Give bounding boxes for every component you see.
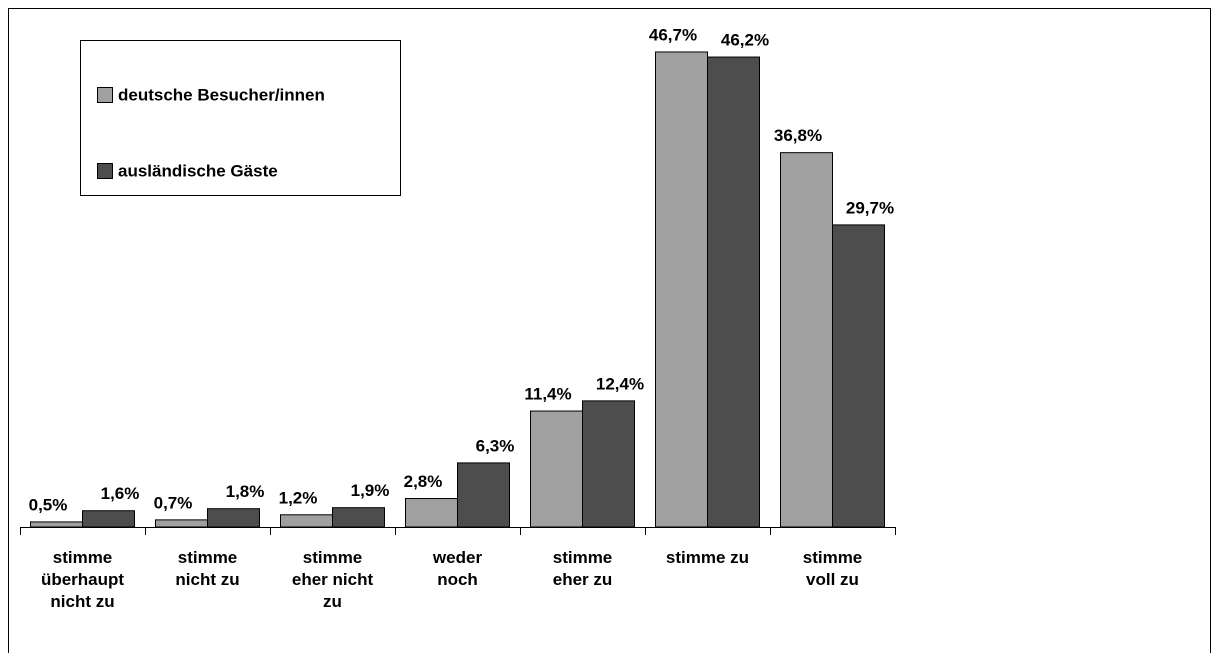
x-tick-label: stimme nicht zu: [175, 548, 240, 589]
value-label: 1,8%: [226, 482, 265, 501]
legend-swatch: [97, 87, 113, 103]
value-label: 0,5%: [29, 495, 68, 514]
bar: [832, 224, 885, 528]
x-tick-label: weder noch: [432, 548, 483, 589]
bar: [457, 462, 510, 528]
frame: [8, 8, 1211, 653]
value-label: 46,2%: [721, 31, 769, 50]
bar: [30, 521, 83, 528]
legend-label: deutsche Besucher/innen: [118, 85, 325, 104]
bar: [530, 410, 583, 528]
bar: [582, 400, 635, 528]
legend-label: ausländische Gäste: [118, 161, 278, 180]
value-label: 36,8%: [774, 126, 822, 145]
bar: [780, 152, 833, 528]
legend-swatch: [97, 163, 113, 179]
value-label: 1,6%: [101, 484, 140, 503]
value-label: 1,2%: [279, 488, 318, 507]
value-label: 29,7%: [846, 198, 894, 217]
value-label: 2,8%: [404, 472, 443, 491]
x-tick-label: stimme eher zu: [552, 548, 613, 589]
x-tick-label: stimme eher nicht zu: [291, 548, 374, 611]
bar: [155, 519, 208, 528]
value-label: 1,9%: [351, 481, 390, 500]
bar: [707, 56, 760, 528]
bar: [82, 510, 135, 528]
value-label: 11,4%: [524, 385, 571, 404]
bar: [405, 498, 458, 528]
x-tick-label: stimme überhaupt nicht zu: [40, 548, 125, 611]
x-tick-label: stimme zu: [665, 548, 750, 567]
value-label: 6,3%: [476, 436, 515, 455]
x-tick-label: stimme voll zu: [802, 548, 863, 589]
bar: [280, 514, 333, 528]
bar: [655, 51, 708, 528]
bar: [207, 508, 260, 528]
bar: [332, 507, 385, 528]
value-label: 12,4%: [596, 374, 644, 393]
legend-box: [80, 40, 401, 196]
value-label: 0,7%: [154, 493, 193, 512]
value-label: 46,7%: [649, 25, 697, 44]
